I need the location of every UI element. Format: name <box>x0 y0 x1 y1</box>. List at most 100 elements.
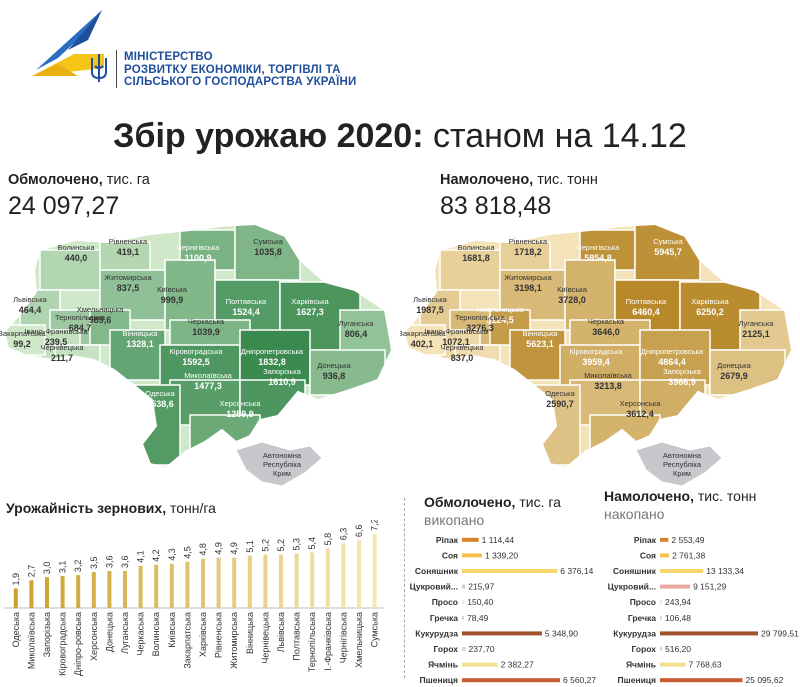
crop-bar <box>660 569 704 573</box>
region-value-label: 3728,0 <box>558 295 586 305</box>
region-value-label: 1477,3 <box>194 381 222 391</box>
region-value-label: 440,0 <box>65 253 88 263</box>
yield-bar <box>154 564 159 608</box>
harvested-total: 83 818,48 <box>440 192 552 220</box>
ministry-name: МІНІСТЕРСТВО РОЗВИТКУ ЕКОНОМІКИ, ТОРГІВЛ… <box>124 51 357 89</box>
region-name-label: Закарпатська <box>400 329 446 338</box>
map-outline <box>2 222 394 470</box>
crop-bar <box>462 537 479 542</box>
region-value-label: 3646,0 <box>592 327 620 337</box>
crop-bar <box>660 662 686 667</box>
region-value-label: 806,4 <box>345 329 368 339</box>
region-value-label: 1524,4 <box>232 307 260 317</box>
crop-value-label: 1 114,44 <box>482 535 515 545</box>
region-name-label: Чернівецька <box>440 343 484 352</box>
yield-category-label: Хмельницька <box>354 612 364 668</box>
yield-category-label: Сумська <box>370 612 380 647</box>
region-value-label: 1039,9 <box>192 327 220 337</box>
yield-value-label: 4,5 <box>182 546 192 559</box>
region-name-label: Івано-Франківська <box>424 327 488 336</box>
crop-bar <box>462 678 560 683</box>
region-name-label: Київська <box>557 285 588 294</box>
yield-category-label: Черкаська <box>136 612 146 655</box>
crop-name-label: Ячмінь <box>626 660 656 670</box>
region-name-label: Черкаська <box>588 317 625 326</box>
crop-name-label: Кукурудза <box>415 628 458 638</box>
region-5-area <box>564 259 616 331</box>
yield-bar <box>216 557 221 608</box>
region-name-label: Донецька <box>717 361 751 370</box>
region-name-label: Рівненська <box>509 237 548 246</box>
yield-chart-title: Урожайність зернових, тонн/га <box>6 500 216 516</box>
crop-value-label: 2 382,27 <box>501 660 534 670</box>
map-outline <box>402 222 794 470</box>
region-name-label: Сумська <box>653 237 683 246</box>
region-value-label: 1627,3 <box>296 307 324 317</box>
ministry-logo-icon <box>32 10 104 76</box>
crop-name-label: Соя <box>442 550 458 560</box>
yield-value-label: 7,2 <box>370 520 380 531</box>
yield-bar <box>263 554 268 608</box>
crop-bar <box>462 647 466 651</box>
region-value-label: 1328,1 <box>126 339 154 349</box>
region-value-label: 3276,3 <box>466 323 494 333</box>
harvested-crops-subtitle: накопано <box>604 506 665 522</box>
yield-category-label: Харківська <box>198 612 208 657</box>
crop-bar <box>660 678 743 683</box>
crop-value-label: 7 768,63 <box>689 660 722 670</box>
yield-category-label: Полтавська <box>292 612 302 661</box>
region-18-area <box>639 329 711 386</box>
region-name-label: Полтавська <box>626 297 667 306</box>
region-19-area <box>309 349 386 396</box>
region-value-label: 837,0 <box>451 353 474 363</box>
harvested-label-bold: Намолочено, <box>440 172 534 188</box>
crop-name-label: Соняшник <box>613 566 657 576</box>
yield-value-label: 6,3 <box>338 528 348 541</box>
region-name-label: Луганська <box>339 319 375 328</box>
crop-value-label: 2 553,49 <box>671 535 704 545</box>
region-name-label: Чернігівська <box>177 243 221 252</box>
header-divider <box>116 50 117 88</box>
region-name-label: Черкаська <box>188 317 225 326</box>
region-14-area <box>509 329 566 381</box>
region-value-label: 5945,7 <box>654 247 682 257</box>
yield-bar <box>372 534 377 608</box>
yield-value-label: 4,8 <box>198 543 208 556</box>
crop-value-label: 2 761,38 <box>672 550 705 560</box>
threshed-label-bold: Обмолочено, <box>8 172 103 188</box>
harvested-label-unit: тис. тонн <box>537 172 598 188</box>
yield-bar-chart: 1,9 Одеська 2,7 Миколаївська 3,0 Запорізька 3,… <box>4 520 384 676</box>
harvested-crops-bar-chart: Ріпак 2 553,49 Соя 2 761,38 Соняшник 13 133,3… <box>608 535 799 685</box>
crop-value-label: 29 799,51 <box>761 628 799 638</box>
yield-value-label: 5,2 <box>260 539 270 552</box>
crop-value-label: 78,49 <box>467 613 489 623</box>
region-name-label: Миколаївська <box>184 371 232 380</box>
harvested-crops-title-unit: тис. тонн <box>697 488 757 504</box>
region-value-label: 1538,6 <box>146 399 174 409</box>
crop-bar <box>462 584 466 589</box>
yield-value-label: 3,2 <box>73 560 83 573</box>
region-name-label: Дніпропетровська <box>641 347 704 356</box>
yield-category-label: Кіровоградська <box>58 612 68 676</box>
region-value-label: 1610,9 <box>268 377 296 387</box>
crop-name-label: Ріпак <box>634 535 657 545</box>
region-name-label: Рівненська <box>109 237 148 246</box>
yield-category-label: Одеська <box>11 612 21 647</box>
crimea-label-line: Автономна <box>263 451 302 460</box>
harvested-crops-title-bold: Намолочено, <box>604 488 694 504</box>
crop-bar <box>660 631 758 636</box>
region-value-label: 5124,5 <box>486 315 514 325</box>
region-name-label: Кіровоградська <box>569 347 623 356</box>
region-value-label: 3966,9 <box>668 377 696 387</box>
region-value-label: 4864,4 <box>658 357 686 367</box>
yield-category-label: Закарпатська <box>182 612 192 669</box>
region-value-label: 464,4 <box>19 305 42 315</box>
page-title: Збір урожаю 2020: станом на 14.12 <box>0 117 800 156</box>
crop-name-label: Соя <box>640 550 656 560</box>
region-name-label: Чернігівська <box>577 243 621 252</box>
region-value-label: 1035,8 <box>254 247 282 257</box>
yield-bar <box>91 572 96 608</box>
crop-value-label: 6 560,27 <box>563 675 596 685</box>
